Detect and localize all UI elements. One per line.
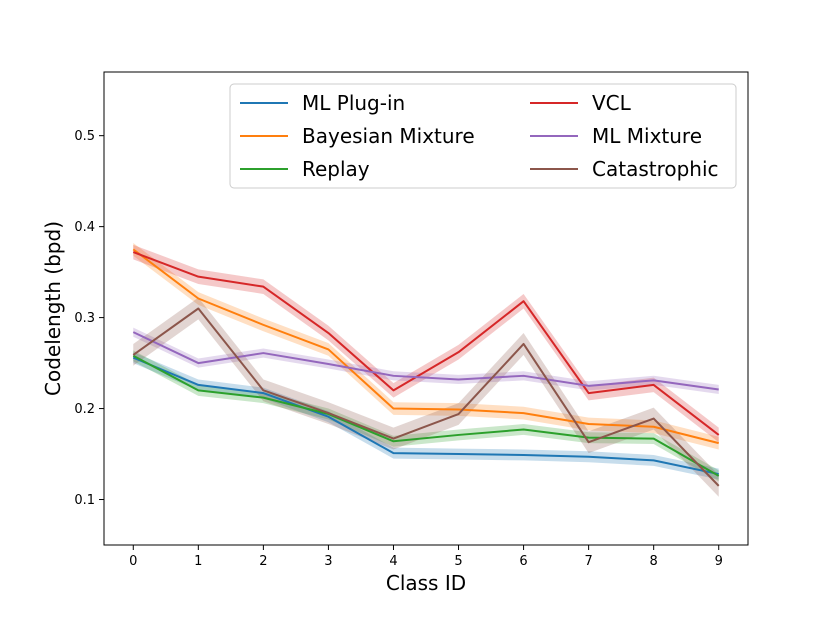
series-line-1 bbox=[132, 248, 719, 445]
series-line-4 bbox=[132, 331, 719, 391]
x-tick-label: 5 bbox=[454, 554, 462, 569]
series-line-2 bbox=[132, 354, 720, 477]
y-tick-label: 0.3 bbox=[74, 311, 95, 326]
series-lines bbox=[132, 248, 720, 487]
legend-label: Bayesian Mixture bbox=[302, 124, 475, 148]
legend: ML Plug-in Bayesian Mixture Replay VCL ML Mi… bbox=[229, 83, 737, 189]
x-tick-label: 3 bbox=[324, 554, 332, 569]
x-axis-ticks: 0 1 2 3 4 5 6 7 8 9 bbox=[129, 545, 723, 569]
legend-label: Catastrophic bbox=[592, 157, 719, 181]
axes-frame bbox=[103, 71, 749, 546]
legend-label: Replay bbox=[302, 157, 370, 181]
x-tick-label: 7 bbox=[584, 554, 592, 569]
legend-label: ML Mixture bbox=[592, 124, 702, 148]
legend-label: ML Plug-in bbox=[302, 91, 405, 115]
y-axis-ticks: 0.1 0.2 0.3 0.4 0.5 bbox=[74, 129, 104, 508]
y-tick-label: 0.5 bbox=[74, 129, 95, 144]
x-tick-label: 4 bbox=[389, 554, 397, 569]
series-line-3 bbox=[132, 251, 720, 436]
x-tick-label: 2 bbox=[259, 554, 267, 569]
band-4 bbox=[133, 327, 719, 395]
y-tick-label: 0.4 bbox=[74, 220, 95, 235]
x-tick-label: 8 bbox=[650, 554, 658, 569]
x-tick-label: 0 bbox=[129, 554, 137, 569]
y-tick-label: 0.1 bbox=[74, 493, 95, 508]
x-tick-label: 6 bbox=[519, 554, 527, 569]
band-5 bbox=[133, 297, 719, 497]
series-line-5 bbox=[132, 307, 720, 487]
x-tick-label: 9 bbox=[715, 554, 723, 569]
x-axis-label: Class ID bbox=[386, 571, 466, 595]
y-axis-label: Codelength (bpd) bbox=[41, 221, 65, 396]
legend-label: VCL bbox=[592, 91, 632, 115]
y-tick-label: 0.2 bbox=[74, 402, 95, 417]
band-3 bbox=[133, 244, 719, 443]
x-tick-label: 1 bbox=[194, 554, 202, 569]
series-line-0 bbox=[132, 356, 719, 476]
legend-box bbox=[229, 83, 737, 189]
